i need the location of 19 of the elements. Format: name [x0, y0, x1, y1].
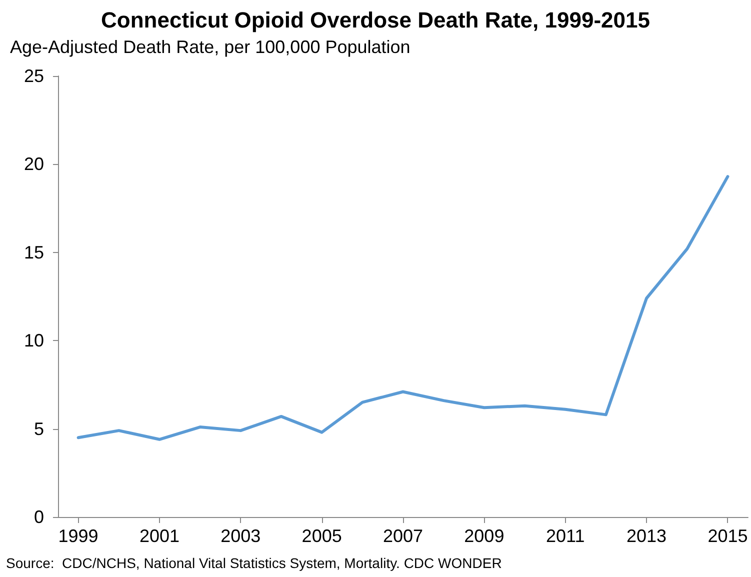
- x-tick-label: 2001: [139, 526, 180, 546]
- x-tick-label: 2005: [302, 526, 342, 546]
- x-tick-label: 2015: [708, 526, 748, 546]
- line-series: [76, 175, 730, 441]
- chart-title: Connecticut Opioid Overdose Death Rate, 1999-2015: [101, 8, 650, 32]
- x-tick-label: 2003: [220, 526, 261, 546]
- y-axis-title: Age-Adjusted Death Rate, per 100,000 Population: [10, 37, 410, 57]
- y-tick-label: 20: [24, 154, 44, 174]
- y-tick-label: 10: [24, 330, 44, 351]
- y-tick-label: 0: [34, 507, 44, 527]
- y-tick-label: 15: [24, 242, 44, 262]
- y-tick-label: 5: [34, 418, 44, 439]
- x-tick-label: 2007: [382, 526, 424, 546]
- x-tick-label: 2009: [464, 526, 504, 546]
- source-note: Source: CDC/NCHS, National Vital Statistics System, Mortality. CDC WONDER: [6, 555, 502, 571]
- x-tick-label: 2013: [626, 526, 667, 546]
- x-tick-label: 2011: [546, 526, 585, 546]
- x-tick-label: 1999: [58, 526, 98, 546]
- y-tick-label: 25: [24, 66, 44, 86]
